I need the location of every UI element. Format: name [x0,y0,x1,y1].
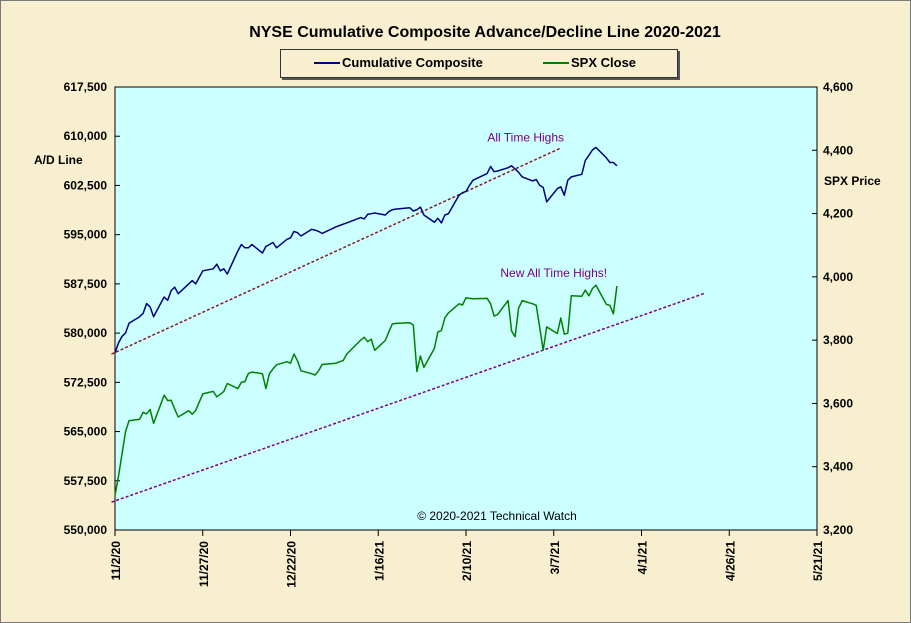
chart-title: NYSE Cumulative Composite Advance/Declin… [249,24,721,41]
trendline-0 [111,147,562,355]
series-line-spx-close [114,284,618,496]
right-tick-label: 3,400 [823,460,853,474]
x-tick-label: 11/27/20 [197,541,211,587]
legend-entry-spx: SPX Close [543,55,636,70]
axis-tick-labels: 617,500 610,000 602,500 595,000 587,500 580,0… [64,80,854,588]
left-tick-label: 580,000 [64,326,108,340]
left-tick-label: 550,000 [64,523,108,537]
legend-swatch-cumulative [314,61,340,64]
left-tick-label: 595,000 [64,228,108,242]
annotation-1: New All Time Highs! [500,266,607,280]
copyright-text: © 2020-2021 Technical Watch [417,509,577,523]
left-tick-label: 565,000 [64,425,108,439]
plot-area [114,86,818,531]
x-tick-label: 3/7/21 [548,541,562,575]
left-tick-label: 557,500 [64,474,108,488]
x-tick-label: 11/2/20 [109,541,123,581]
x-tick-label: 5/21/21 [811,541,825,581]
series-lines [114,146,618,496]
series-line-cumulative-composite [114,146,618,354]
chart-legend: Cumulative Composite SPX Close [280,49,678,78]
legend-label-cumulative: Cumulative Composite [342,55,483,70]
right-tick-label: 4,200 [823,207,853,221]
left-tick-label: 617,500 [64,80,108,94]
x-tick-label: 2/10/21 [460,541,474,581]
x-tick-label: 4/1/21 [636,541,650,575]
right-tick-label: 3,200 [823,523,853,537]
legend-entry-cumulative: Cumulative Composite [314,55,483,70]
right-tick-label: 4,400 [823,143,853,157]
left-tick-label: 602,500 [64,178,108,192]
tick-marks [114,86,818,536]
x-tick-label: 4/26/21 [723,541,737,581]
trendlines [111,147,705,503]
left-axis-label: A/D Line [34,153,83,167]
right-tick-label: 3,600 [823,396,853,410]
legend-swatch-spx [543,61,569,64]
right-tick-label: 4,600 [823,80,853,94]
x-tick-label: 1/16/21 [372,541,386,581]
left-tick-label: 572,500 [64,375,108,389]
left-tick-label: 610,000 [64,129,108,143]
right-axis-label: SPX Price [824,174,881,188]
annotation-0: All Time Highs [487,130,564,144]
right-tick-label: 3,800 [823,333,853,347]
x-tick-label: 12/22/20 [285,541,299,588]
right-tick-label: 4,000 [823,270,853,284]
legend-label-spx: SPX Close [571,55,637,70]
left-tick-label: 587,500 [64,277,108,291]
